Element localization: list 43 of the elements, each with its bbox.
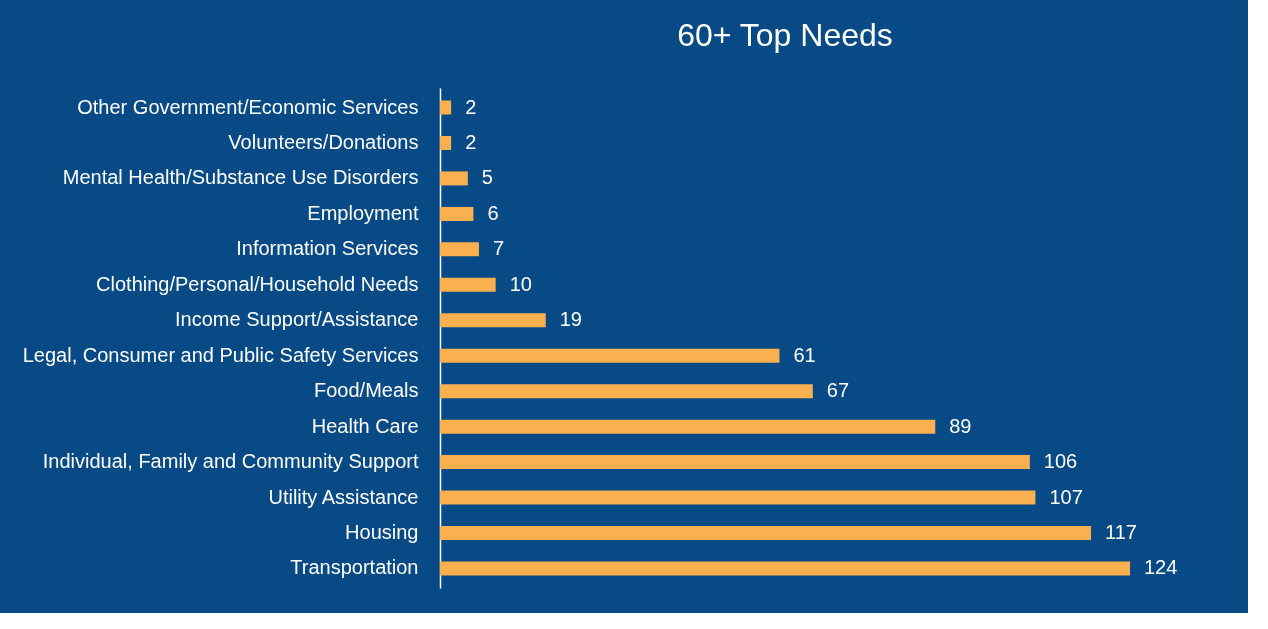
bar: [440, 100, 452, 115]
data-label: 124: [1144, 556, 1178, 579]
data-label: 61: [793, 343, 816, 366]
data-label: 117: [1105, 521, 1137, 544]
y-tick-label: Information Services: [236, 237, 419, 260]
y-tick-label: Volunteers/Donations: [228, 130, 419, 153]
data-label: 7: [492, 237, 505, 260]
data-label: 2: [465, 95, 477, 118]
y-tick-label: Individual, Family and Community Support: [42, 450, 419, 473]
data-label: 67: [826, 379, 850, 402]
data-label: 6: [487, 201, 499, 224]
y-tick-label: Legal, Consumer and Public Safety Services: [22, 343, 419, 366]
data-label: 19: [559, 308, 582, 331]
y-tick-label: Housing: [345, 521, 419, 544]
bar: [440, 561, 1130, 576]
data-label: 89: [949, 414, 972, 437]
y-tick-label: Clothing/Personal/Household Needs: [96, 272, 419, 295]
data-label: 2: [465, 130, 477, 153]
y-tick-label: Health Care: [311, 414, 419, 437]
data-label: 5: [481, 166, 493, 189]
bar: [440, 419, 936, 434]
y-tick-label: Transportation: [290, 556, 419, 579]
data-label: 107: [1049, 485, 1083, 508]
y-tick-label: Employment: [307, 201, 419, 224]
bar: [440, 348, 780, 363]
bar: [440, 135, 452, 150]
y-tick-label: Mental Health/Substance Use Disorders: [62, 166, 419, 189]
chart-title: 60+ Top Needs: [677, 17, 893, 53]
y-tick-label: Other Government/Economic Services: [77, 95, 419, 118]
bar: [440, 171, 468, 186]
y-tick-label: Food/Meals: [314, 379, 419, 402]
bar: [440, 313, 546, 328]
bar: [440, 455, 1030, 470]
bar: [440, 242, 479, 257]
y-tick-label: Utility Assistance: [268, 485, 419, 508]
y-tick-label: Income Support/Assistance: [175, 308, 419, 331]
bar: [440, 277, 496, 292]
bar: [440, 490, 1036, 505]
data-label: 106: [1043, 450, 1078, 473]
data-label: 10: [509, 272, 532, 295]
bar: [440, 384, 813, 399]
bar: [440, 526, 1092, 541]
bar: [440, 206, 474, 221]
